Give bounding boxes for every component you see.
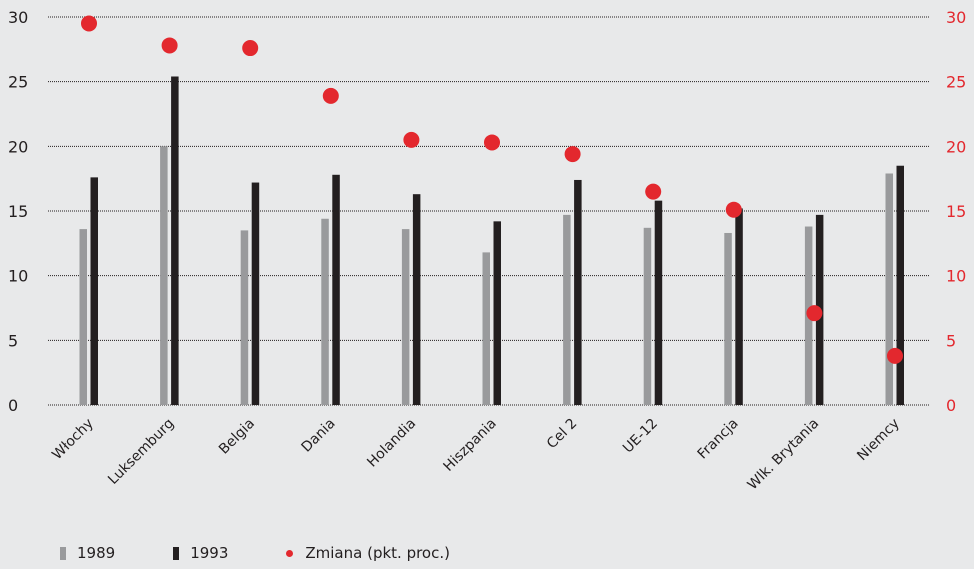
change-points: [81, 15, 903, 364]
left-tick-label: 15: [8, 202, 28, 221]
legend-item-1989: 1989: [60, 544, 115, 562]
legend-item-1993: 1993: [173, 544, 228, 562]
bar-1989: [563, 214, 571, 405]
change-point: [484, 134, 500, 151]
category-label: UE-12: [620, 416, 661, 457]
category-label: Luksemburg: [105, 416, 177, 488]
bar-1993: [251, 182, 260, 405]
legend-swatch-1993: [173, 546, 180, 560]
change-point: [645, 183, 662, 200]
bar-1993: [332, 174, 340, 405]
category-label: Holandia: [364, 416, 419, 471]
bar-1993: [171, 76, 179, 405]
left-tick-label: 25: [8, 73, 28, 92]
bar-1989: [160, 146, 168, 406]
change-point: [806, 305, 823, 322]
right-tick-label: 5: [946, 331, 956, 350]
bar-1993: [90, 177, 98, 405]
bar-1989: [321, 218, 329, 405]
bars: [79, 76, 904, 406]
legend-label-change: Zmiana (pkt. proc.): [305, 544, 450, 562]
legend-swatch-1989: [60, 546, 66, 560]
right-tick-label: 15: [946, 202, 966, 221]
bar-1989: [240, 230, 249, 405]
change-point: [564, 146, 581, 163]
bar-1993: [654, 200, 663, 405]
right-axis-ticks: 0 5 10 15 20 25 30: [946, 8, 966, 415]
bar-1993: [493, 221, 501, 405]
category-label: Wlk. Brytania: [745, 416, 823, 494]
legend-label-1993: 1993: [190, 544, 229, 562]
bar-1993: [412, 194, 421, 405]
category-label: Cel 2: [544, 416, 581, 453]
left-tick-label: 5: [8, 331, 18, 350]
right-tick-label: 20: [946, 137, 966, 156]
bar-1993: [574, 179, 582, 405]
category-labels: Włochy Luksemburg Belgia Dania Holandia Hiszp…: [49, 416, 903, 494]
change-point: [161, 37, 178, 54]
legend-swatch-change: [286, 549, 294, 557]
left-tick-label: 20: [8, 137, 28, 156]
bar-1989: [885, 173, 893, 405]
bar-1989: [724, 232, 732, 405]
bar-1989: [482, 252, 490, 405]
category-label: Włochy: [49, 416, 97, 464]
category-label: Hiszpania: [441, 416, 500, 475]
bar-1993: [735, 208, 743, 405]
change-point: [81, 15, 97, 32]
left-axis-ticks: 0 5 10 15 20 25 30: [8, 8, 28, 415]
category-label: Niemcy: [854, 416, 903, 465]
change-point: [887, 347, 903, 364]
bar-1989: [401, 229, 410, 405]
legend-label-1989: 1989: [77, 544, 116, 562]
right-tick-label: 0: [946, 396, 956, 415]
change-point: [322, 87, 339, 104]
change-point: [725, 201, 742, 218]
change-point: [242, 40, 259, 57]
left-tick-label: 10: [8, 267, 28, 286]
right-tick-label: 25: [946, 73, 966, 92]
left-tick-label: 0: [8, 396, 18, 415]
change-point: [403, 131, 420, 148]
bar-1993: [896, 165, 904, 405]
category-label: Francja: [695, 416, 742, 463]
bar-1989: [79, 229, 87, 405]
legend-item-change: Zmiana (pkt. proc.): [286, 544, 450, 562]
left-tick-label: 30: [8, 8, 28, 27]
legend: 1989 1993 Zmiana (pkt. proc.): [60, 544, 450, 562]
category-label: Belgia: [216, 416, 258, 458]
right-tick-label: 10: [946, 267, 966, 286]
right-tick-label: 30: [946, 8, 966, 27]
bar-1989: [643, 227, 652, 405]
category-label: Dania: [299, 416, 339, 456]
